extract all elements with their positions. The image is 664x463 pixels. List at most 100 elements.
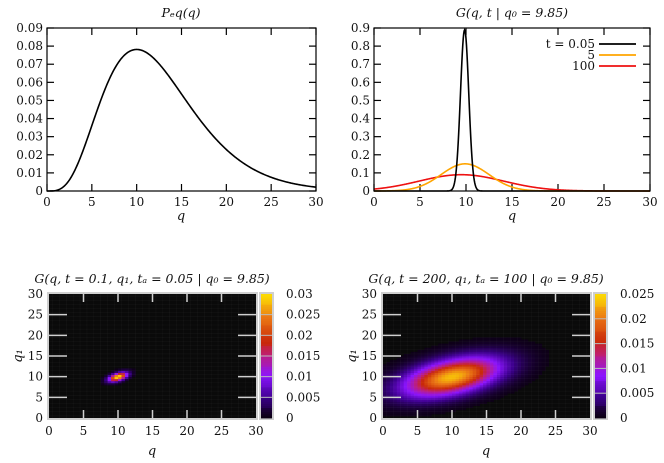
x-tick-label: 10 xyxy=(129,195,144,209)
x-tick-label: 5 xyxy=(88,195,96,209)
x-tick-label: 15 xyxy=(145,424,160,438)
colorbar-tick-label: 0.025 xyxy=(620,287,654,301)
heat1-map: 0 5 10 15 20 25 30 0 5 10 15 20 25 30 0 0.005 0.01 0.015 0… xyxy=(28,287,321,438)
heat1-ylabel: q₁ xyxy=(11,349,26,363)
panel-heat2: G(q, t = 200, q₁, tₐ = 100 | q₀ = 9.85) … xyxy=(345,271,654,459)
x-tick-label: 15 xyxy=(504,195,519,209)
y-tick-label: 30 xyxy=(28,287,43,301)
legend-label: 100 xyxy=(572,59,595,73)
x-tick-label: 20 xyxy=(513,424,528,438)
x-tick-label: 0 xyxy=(370,195,378,209)
colorbar-tick-label: 0.01 xyxy=(286,370,313,384)
x-tick-label: 30 xyxy=(642,195,657,209)
series-line xyxy=(374,163,650,192)
y-tick-label: 0.09 xyxy=(16,21,43,35)
peq-xlabel: q xyxy=(177,209,185,224)
y-tick-label: 5 xyxy=(35,390,43,404)
colorbar-tick-label: 0.025 xyxy=(286,308,320,322)
y-tick-label: 20 xyxy=(28,328,43,342)
panel-peq: Pₑq(q) 0 5 10 15 20 25 30 0 0.01 0.02 0.03 0.04 0.05… xyxy=(16,5,323,224)
heat1-title: G(q, t = 0.1, q₁, tₐ = 0.05 | q₀ = 9.85) xyxy=(34,271,269,286)
x-tick-label: 25 xyxy=(596,195,611,209)
y-tick-label: 0.5 xyxy=(351,93,370,107)
y-tick-label: 0 xyxy=(362,184,370,198)
x-tick-label: 0 xyxy=(43,195,51,209)
x-tick-label: 30 xyxy=(308,195,323,209)
green-frame xyxy=(373,27,651,192)
x-tick-label: 30 xyxy=(582,424,597,438)
y-tick-label: 0 xyxy=(35,184,43,198)
heat2-map: 0 5 10 15 20 25 30 0 5 10 15 20 25 30 0 0.005 0.01 0.015 0… xyxy=(362,287,655,438)
colorbar-tick-label: 0.01 xyxy=(620,361,647,375)
y-tick-label: 0.03 xyxy=(16,130,43,144)
y-tick-label: 0.4 xyxy=(351,112,370,126)
series-line xyxy=(374,27,650,192)
peq-axes: 0 5 10 15 20 25 30 0 0.01 0.02 0.03 0.04 0.05 0.06 0.0… xyxy=(16,21,323,209)
colorbar-tick-label: 0.02 xyxy=(286,328,313,342)
y-tick-label: 0.6 xyxy=(351,75,370,89)
peq-frame xyxy=(46,27,317,192)
x-tick-label: 5 xyxy=(414,424,422,438)
colorbar-tick-label: 0 xyxy=(620,411,628,425)
colorbar-tick-label: 0.005 xyxy=(620,386,654,400)
heat2-ylabel: q₁ xyxy=(345,349,360,363)
x-tick-label: 20 xyxy=(179,424,194,438)
x-tick-label: 30 xyxy=(248,424,263,438)
y-tick-label: 30 xyxy=(362,287,377,301)
x-tick-label: 15 xyxy=(479,424,494,438)
y-tick-label: 0.9 xyxy=(351,21,370,35)
x-tick-label: 20 xyxy=(219,195,234,209)
green-curves xyxy=(373,27,650,192)
y-tick-label: 0.2 xyxy=(351,148,370,162)
x-tick-label: 0 xyxy=(379,424,387,438)
colorbar-tick-label: 0.015 xyxy=(286,349,320,363)
y-tick-label: 15 xyxy=(362,349,377,363)
y-tick-label: 0.06 xyxy=(16,75,43,89)
panel-green: G(q, t | q₀ = 9.85) 0 5 10 15 20 25 3000.10.20… xyxy=(351,5,658,224)
y-tick-label: 15 xyxy=(28,349,43,363)
x-tick-label: 5 xyxy=(80,424,88,438)
x-tick-label: 10 xyxy=(458,195,473,209)
green-title: G(q, t | q₀ = 9.85) xyxy=(456,5,568,20)
x-tick-label: 5 xyxy=(416,195,424,209)
y-tick-label: 5 xyxy=(369,390,377,404)
colorbar-tick-label: 0 xyxy=(286,411,294,425)
x-tick-label: 0 xyxy=(45,424,53,438)
y-tick-label: 0.08 xyxy=(16,39,43,53)
legend-label: 5 xyxy=(587,48,595,62)
y-tick-label: 0.05 xyxy=(16,93,43,107)
y-tick-label: 0.7 xyxy=(351,57,370,71)
colorbar-tick-label: 0.02 xyxy=(620,312,647,326)
x-tick-label: 25 xyxy=(264,195,279,209)
green-xlabel: q xyxy=(508,209,516,224)
peq-title: Pₑq(q) xyxy=(160,5,200,20)
y-tick-label: 25 xyxy=(28,308,43,322)
panel-heat1: G(q, t = 0.1, q₁, tₐ = 0.05 | q₀ = 9.85)… xyxy=(11,271,320,459)
y-tick-label: 0.1 xyxy=(351,166,370,180)
y-tick-label: 0.02 xyxy=(16,148,43,162)
y-tick-label: 0.07 xyxy=(16,57,43,71)
y-tick-label: 0 xyxy=(369,411,377,425)
y-tick-label: 0.8 xyxy=(351,39,370,53)
colorbar-tick-label: 0.005 xyxy=(286,390,320,404)
peq-curve xyxy=(47,48,317,192)
x-tick-label: 20 xyxy=(550,195,565,209)
x-tick-label: 10 xyxy=(110,424,125,438)
y-tick-label: 0.3 xyxy=(351,130,370,144)
x-tick-label: 25 xyxy=(214,424,229,438)
x-tick-label: 25 xyxy=(548,424,563,438)
heat2-xlabel: q xyxy=(482,444,490,459)
y-tick-label: 0.01 xyxy=(16,166,43,180)
y-tick-label: 0.04 xyxy=(16,112,43,126)
legend-label: t = 0.05 xyxy=(546,37,595,51)
colorbar-tick-label: 0.015 xyxy=(620,337,654,351)
y-tick-label: 20 xyxy=(362,328,377,342)
green-axes: 0 5 10 15 20 25 30 0 0.1 0.2 0.3 0.4 0.5 0.6 0.7 0.8 0.9 xyxy=(351,21,658,209)
heat1-xlabel: q xyxy=(148,444,156,459)
x-tick-label: 10 xyxy=(444,424,459,438)
y-tick-label: 0 xyxy=(35,411,43,425)
heat2-title: G(q, t = 200, q₁, tₐ = 100 | q₀ = 9.85) xyxy=(368,271,603,286)
y-tick-label: 10 xyxy=(28,370,43,384)
